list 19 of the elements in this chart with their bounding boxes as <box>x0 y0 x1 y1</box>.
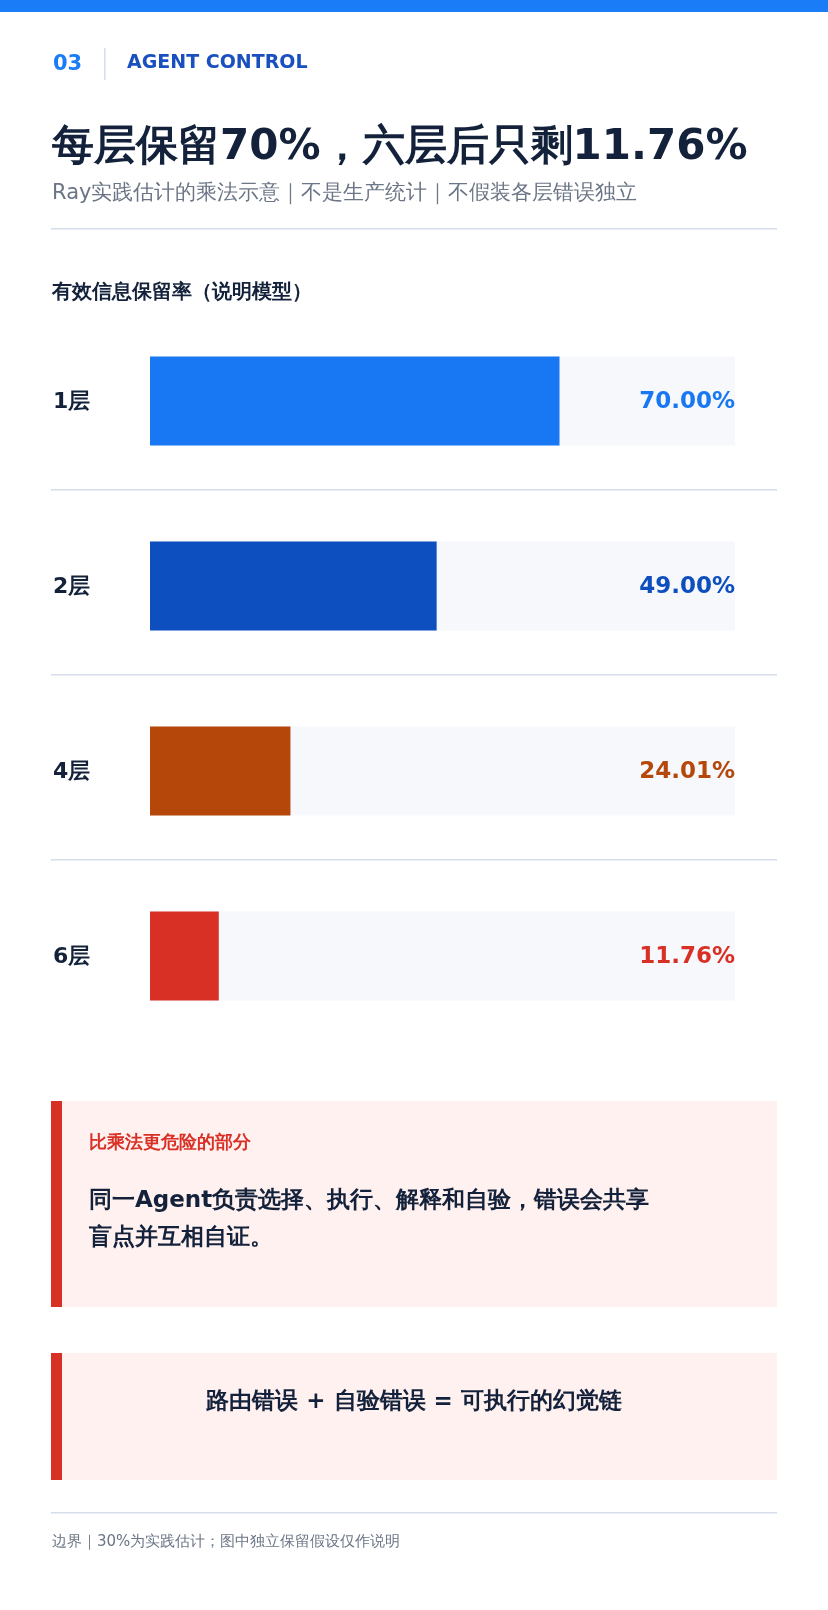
data-label: 70.00% <box>639 387 735 413</box>
text: 比乘法更危险的部分 <box>89 1131 252 1152</box>
y-tick-label: 2层 <box>53 573 91 598</box>
text: AGENT CONTROL <box>127 50 308 72</box>
text: 03 <box>53 51 83 75</box>
text: 路由错误 + 自验错误 = 可执行的幻觉链 <box>205 1387 623 1413</box>
data-label: 11.76% <box>639 942 735 968</box>
text: 同一Agent负责选择、执行、解释和自验，错误会共享盲点并互相自证。 <box>88 1186 650 1249</box>
bar <box>150 911 219 1001</box>
bar <box>150 726 291 816</box>
chart-subtitle: Ray实践估计的乘法示意｜不是生产统计｜不假装各层错误独立 <box>52 180 638 205</box>
data-label: 24.01% <box>639 757 735 783</box>
chart-title: 每层保留70%，六层后只剩11.76% <box>51 120 748 169</box>
data-label: 49.00% <box>639 572 735 598</box>
y-tick-label: 4层 <box>53 758 91 783</box>
text: 边界｜30%为实践估计；图中独立保留假设仅作说明 <box>52 1532 401 1550</box>
text: 有效信息保留率（说明模型） <box>51 279 312 303</box>
y-tick-label: 6层 <box>53 943 91 968</box>
y-tick-label: 1层 <box>53 388 91 413</box>
